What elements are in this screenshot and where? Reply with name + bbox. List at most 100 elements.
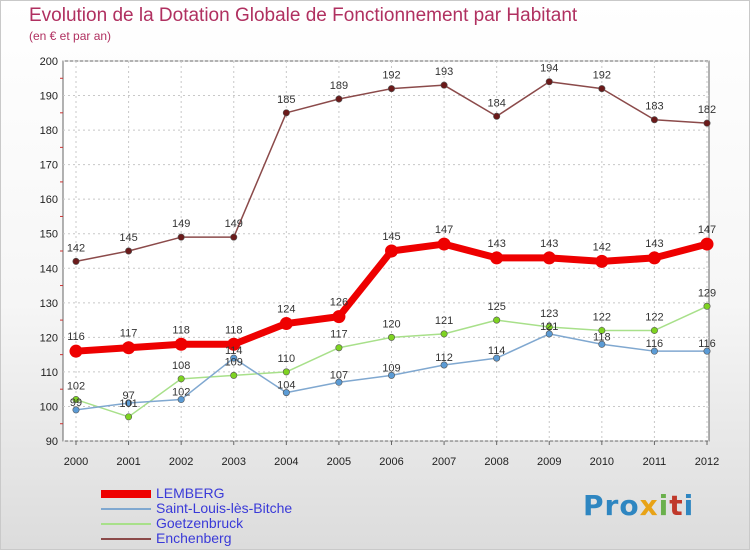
data-label: 118 <box>172 324 190 336</box>
logo-part: x <box>639 489 659 522</box>
data-label: 124 <box>277 304 295 316</box>
legend-swatch <box>101 523 151 525</box>
proxiti-logo: Proxiti <box>583 489 694 522</box>
data-label: 110 <box>278 353 296 365</box>
data-point <box>542 251 556 265</box>
data-point <box>650 347 658 355</box>
data-point <box>282 389 290 397</box>
x-tick-label: 2008 <box>484 456 508 468</box>
data-label: 101 <box>119 398 137 410</box>
data-label: 147 <box>698 224 716 236</box>
data-label: 97 <box>122 390 134 402</box>
x-tick-label: 2007 <box>432 456 456 468</box>
data-point <box>177 375 185 383</box>
x-tick-label: 2006 <box>379 456 403 468</box>
data-label: 142 <box>67 242 85 254</box>
data-point <box>72 406 80 414</box>
data-point <box>493 354 501 362</box>
data-point <box>703 119 711 127</box>
logo-part: Pro <box>583 489 640 522</box>
x-tick-label: 2001 <box>116 456 140 468</box>
data-label: 126 <box>330 297 348 309</box>
data-point <box>703 347 711 355</box>
data-label: 189 <box>330 80 348 92</box>
data-label: 143 <box>540 238 558 250</box>
data-point <box>493 316 501 324</box>
data-label: 118 <box>593 331 611 343</box>
data-label: 117 <box>120 328 138 340</box>
data-label: 102 <box>172 387 190 399</box>
y-tick-label: 190 <box>40 91 58 103</box>
data-point <box>650 116 658 124</box>
data-label: 184 <box>487 97 505 109</box>
data-label: 122 <box>593 311 611 323</box>
data-label: 125 <box>487 301 505 313</box>
data-label: 192 <box>382 70 400 82</box>
data-label: 121 <box>435 315 453 327</box>
data-label: 114 <box>225 345 243 357</box>
data-point <box>125 413 133 421</box>
y-tick-label: 130 <box>40 298 58 310</box>
data-label: 192 <box>593 70 611 82</box>
data-label: 143 <box>645 238 663 250</box>
data-point <box>332 310 346 324</box>
data-label: 149 <box>225 218 243 230</box>
data-label: 117 <box>330 329 348 341</box>
chart-subtitle: (en € et par an) <box>29 29 112 43</box>
x-tick-label: 2004 <box>274 456 298 468</box>
legend-swatch <box>101 508 151 510</box>
data-label: 121 <box>540 321 558 333</box>
data-point <box>490 251 504 265</box>
data-point <box>279 317 293 331</box>
data-label: 118 <box>225 324 243 336</box>
data-label: 183 <box>645 101 663 113</box>
data-point <box>387 371 395 379</box>
legend-label: LEMBERG <box>156 485 225 501</box>
logo-part: i <box>683 489 695 522</box>
data-label: 114 <box>488 345 506 357</box>
data-label: 116 <box>646 338 664 350</box>
x-tick-label: 2005 <box>327 456 351 468</box>
data-label: 185 <box>277 94 295 106</box>
y-tick-label: 180 <box>40 125 58 137</box>
data-label: 99 <box>70 397 82 409</box>
legend-label: Enchenberg <box>156 530 232 546</box>
legend-label: Saint-Louis-lès-Bitche <box>156 500 293 516</box>
data-label: 108 <box>172 360 190 372</box>
y-tick-label: 140 <box>40 263 58 275</box>
chart-title: Evolution de la Dotation Globale de Fonc… <box>29 5 578 26</box>
y-tick-label: 120 <box>40 332 58 344</box>
data-point <box>650 326 658 334</box>
data-point <box>227 337 241 351</box>
data-point <box>230 233 238 241</box>
data-point <box>493 112 501 120</box>
data-label: 104 <box>277 380 295 392</box>
data-label: 109 <box>382 362 400 374</box>
data-point <box>598 326 606 334</box>
data-point <box>72 396 80 404</box>
y-tick-label: 90 <box>46 436 58 448</box>
data-point <box>387 333 395 341</box>
data-point <box>230 354 238 362</box>
data-point <box>177 233 185 241</box>
data-label: 147 <box>435 224 453 236</box>
data-point <box>545 323 553 331</box>
data-point <box>335 344 343 352</box>
data-point <box>595 254 609 268</box>
x-tick-label: 2012 <box>695 456 719 468</box>
x-tick-label: 2000 <box>64 456 88 468</box>
data-label: 145 <box>119 232 137 244</box>
legend-label: Goetzenbruck <box>156 515 244 531</box>
x-tick-label: 2009 <box>537 456 561 468</box>
data-label: 109 <box>225 356 243 368</box>
data-point <box>335 95 343 103</box>
data-point <box>125 247 133 255</box>
data-label: 102 <box>67 381 85 393</box>
y-tick-label: 100 <box>40 401 58 413</box>
x-tick-label: 2003 <box>222 456 246 468</box>
legend-swatch <box>101 538 151 540</box>
data-point <box>230 371 238 379</box>
data-point <box>122 341 136 355</box>
data-label: 120 <box>382 318 400 330</box>
